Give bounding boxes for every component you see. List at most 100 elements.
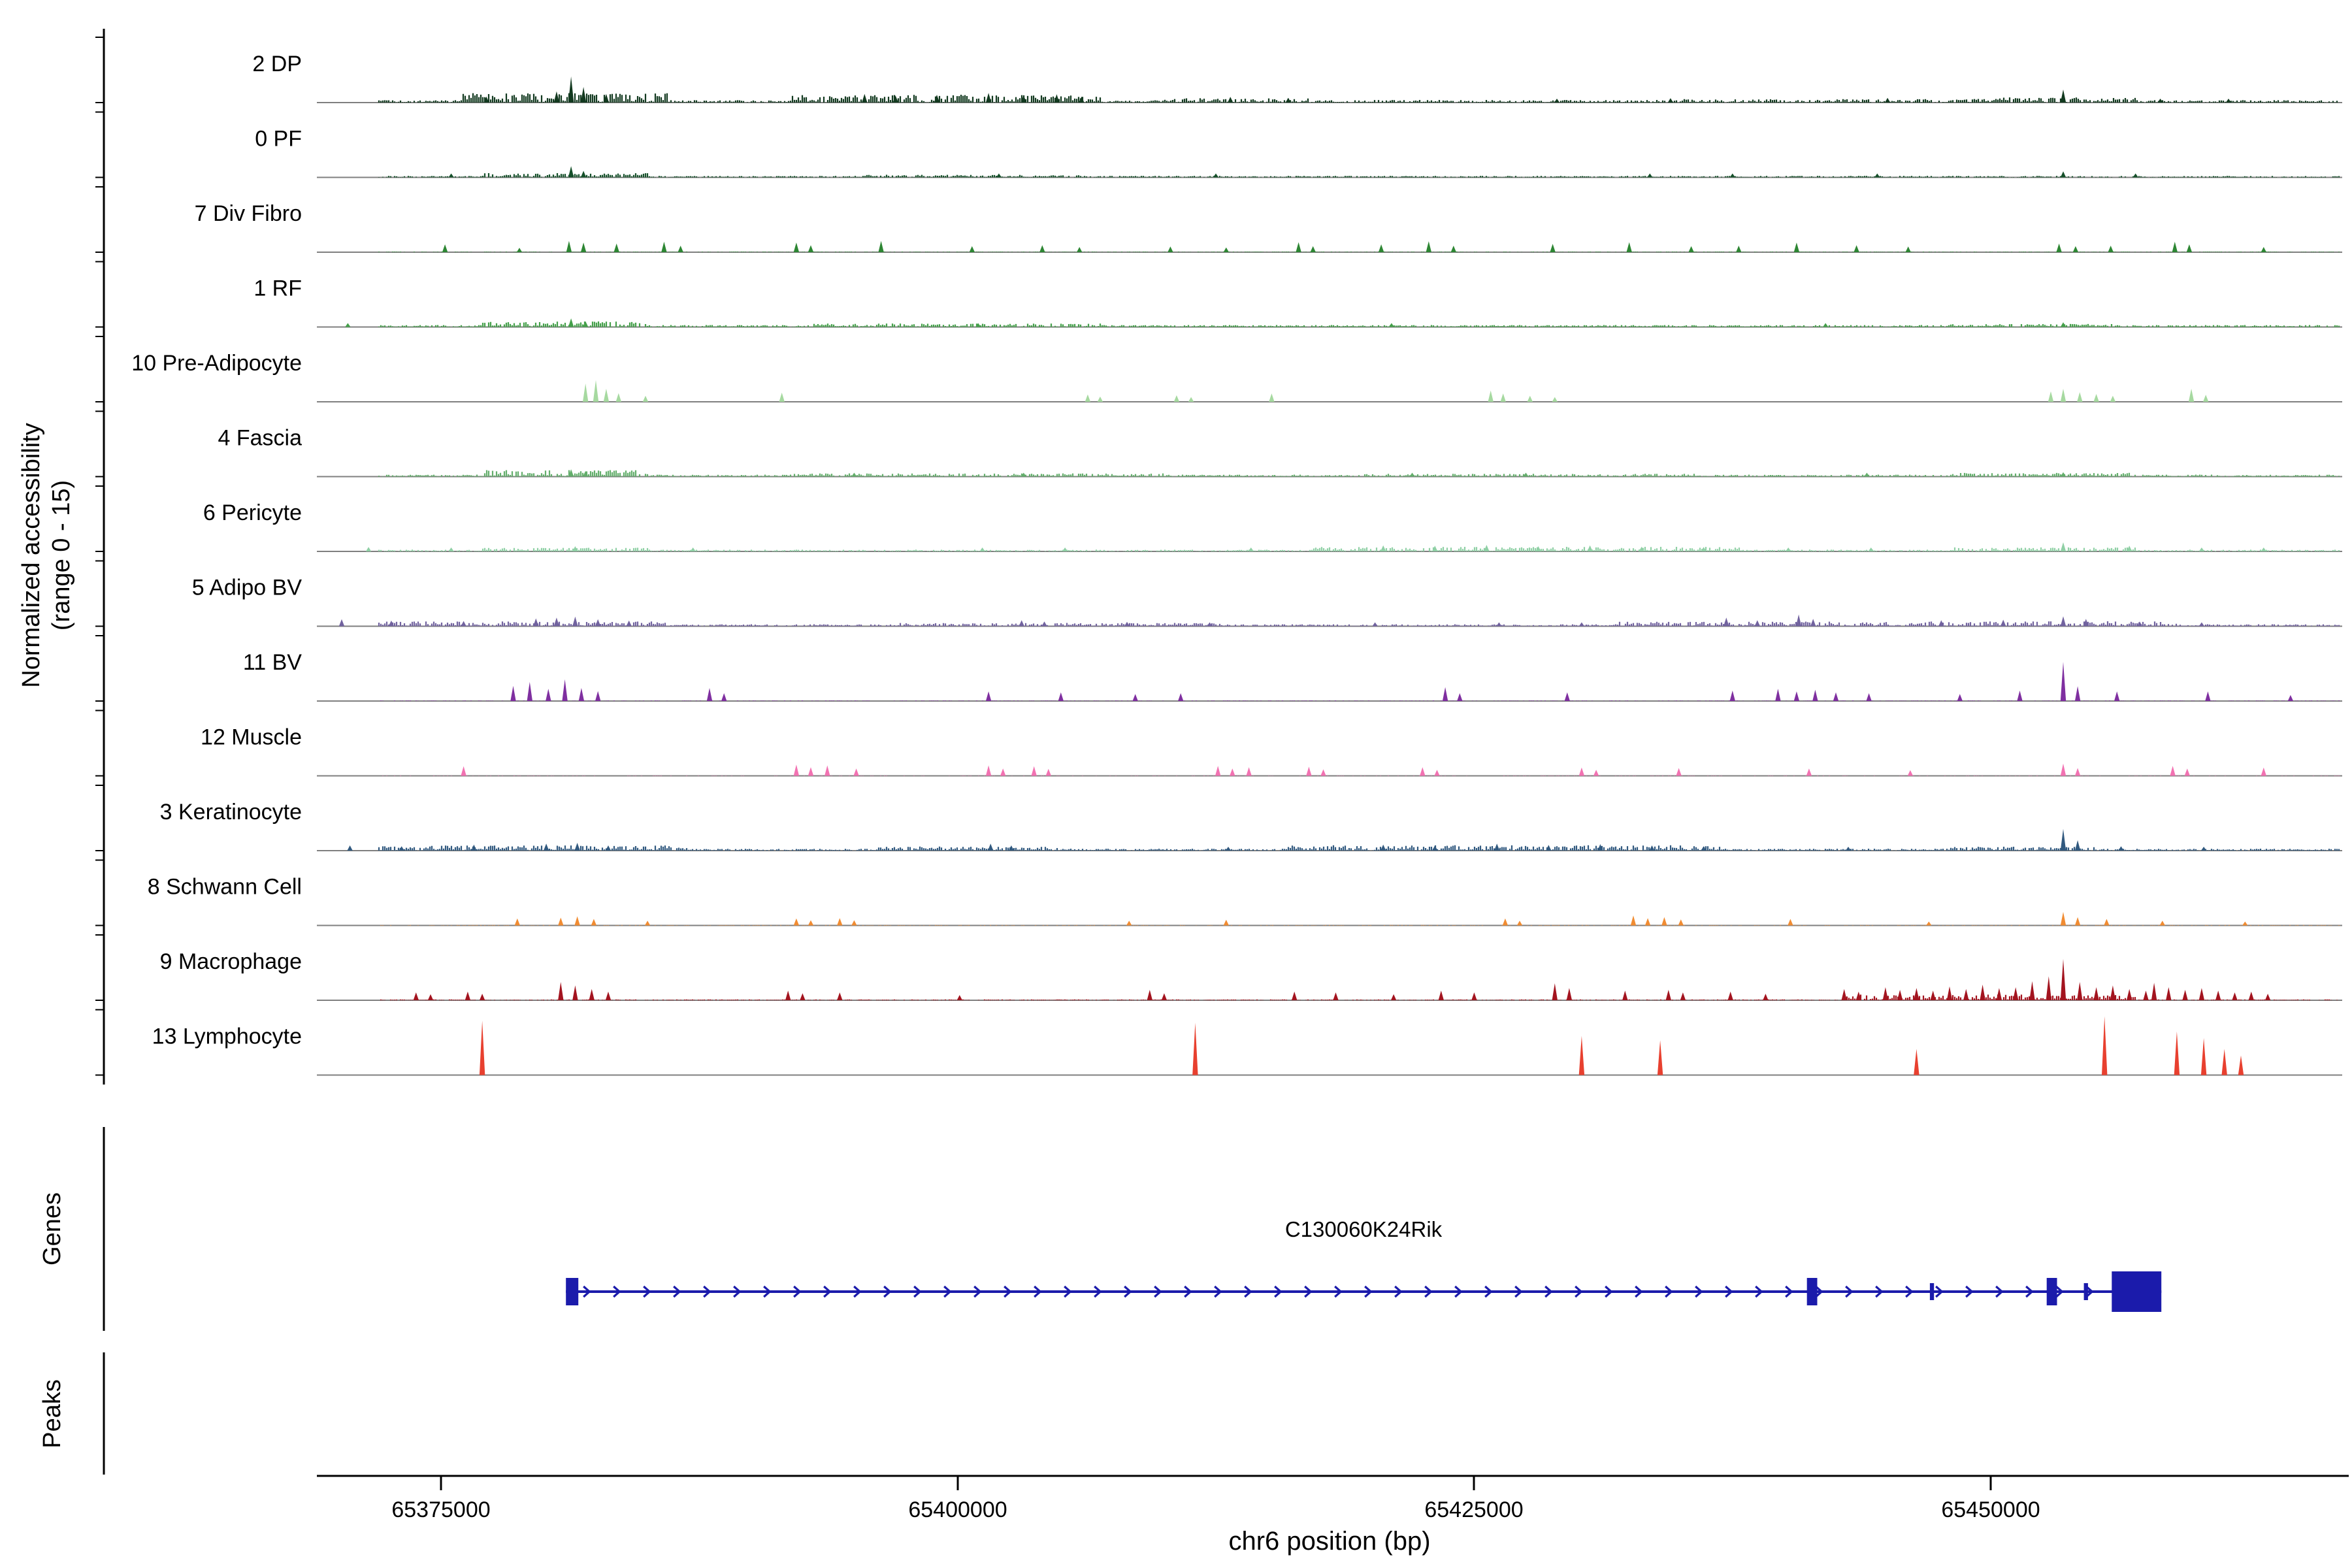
peaks-section-label: Peaks	[39, 1379, 66, 1448]
strand-arrow-icon	[1635, 1285, 1643, 1298]
strand-arrow-icon	[1004, 1285, 1012, 1298]
track-label: 5 Adipo BV	[192, 576, 302, 600]
track-signal	[461, 763, 2267, 776]
strand-arrow-icon	[1064, 1285, 1072, 1298]
strand-arrow-icon	[1154, 1285, 1162, 1298]
track-5-adipo-bv: 5 Adipo BV	[192, 576, 2342, 627]
strand-arrow-icon	[1364, 1285, 1373, 1298]
exon	[1806, 1278, 1818, 1305]
strand-arrow-icon	[853, 1285, 862, 1298]
track-label: 3 Keratinocyte	[160, 800, 302, 825]
strand-arrow-icon	[2055, 1285, 2064, 1298]
track-8-schwann-cell: 8 Schwann Cell	[148, 875, 2342, 926]
track-signal	[479, 1016, 2244, 1075]
track-label: 2 DP	[252, 52, 302, 76]
track-noise	[378, 173, 2340, 178]
track-signal	[483, 76, 2232, 103]
strand-arrow-icon	[1424, 1285, 1433, 1298]
strand-arrow-icon	[1605, 1285, 1613, 1298]
track-label: 10 Pre-Adipocyte	[131, 351, 302, 376]
strand-arrow-icon	[1124, 1285, 1132, 1298]
track-0-pf: 0 PF	[255, 127, 2342, 178]
strand-arrow-icon	[2025, 1285, 2034, 1298]
strand-arrow-icon	[613, 1285, 621, 1298]
exon	[2083, 1283, 2088, 1300]
track-label: 8 Schwann Cell	[148, 875, 302, 900]
x-tick-label: 65375000	[391, 1497, 490, 1522]
strand-arrow-icon	[1094, 1285, 1102, 1298]
x-tick-label: 65400000	[908, 1497, 1007, 1522]
track-1-rf: 1 RF	[253, 276, 2342, 328]
strand-arrow-icon	[1334, 1285, 1343, 1298]
strand-arrow-icon	[1274, 1285, 1282, 1298]
strand-arrow-icon	[973, 1285, 982, 1298]
strand-arrow-icon	[883, 1285, 892, 1298]
strand-arrow-icon	[1184, 1285, 1192, 1298]
track-label: 12 Muscle	[201, 725, 302, 750]
track-label: 13 Lymphocyte	[152, 1024, 302, 1049]
track-noise	[378, 547, 2340, 551]
strand-arrow-icon	[1304, 1285, 1313, 1298]
strand-arrow-icon	[1394, 1285, 1403, 1298]
strand-arrow-icon	[1905, 1285, 1914, 1298]
strand-arrow-icon	[1484, 1285, 1493, 1298]
strand-arrow-icon	[1214, 1285, 1222, 1298]
strand-arrow-icon	[793, 1285, 802, 1298]
tracks-area: 2 DP 0 PF 7 Div Fibro 1 RF 10 Pre-Adipocyte 4…	[95, 37, 2342, 1312]
track-12-muscle: 12 Muscle	[201, 725, 2342, 777]
track-signal	[514, 911, 2248, 926]
track-9-macrophage: 9 Macrophage	[160, 949, 2342, 1001]
gene-model	[566, 1271, 2162, 1312]
strand-arrow-icon	[1244, 1285, 1252, 1298]
strand-arrow-icon	[733, 1285, 742, 1298]
track-noise	[378, 845, 2340, 851]
strand-arrow-icon	[1514, 1285, 1523, 1298]
track-noise	[378, 621, 2340, 627]
strand-arrow-icon	[1695, 1285, 1703, 1298]
y-axis-label-line2: (range 0 - 15)	[48, 480, 75, 630]
strand-arrow-icon	[913, 1285, 922, 1298]
exon	[2112, 1271, 2162, 1312]
track-4-fascia: 4 Fascia	[218, 426, 2342, 478]
track-label: 4 Fascia	[218, 426, 302, 451]
track-label: 7 Div Fibro	[195, 201, 302, 226]
strand-arrow-icon	[823, 1285, 832, 1298]
strand-arrow-icon	[703, 1285, 711, 1298]
track-noise	[378, 470, 2340, 477]
track-signal	[583, 380, 2209, 402]
strand-arrow-icon	[1665, 1285, 1673, 1298]
track-label: 11 BV	[243, 650, 302, 675]
strand-arrow-icon	[1815, 1285, 1823, 1298]
strand-arrow-icon	[1755, 1285, 1763, 1298]
track-10-pre-adipocyte: 10 Pre-Adipocyte	[131, 351, 2342, 402]
strand-arrow-icon	[1845, 1285, 1854, 1298]
strand-arrow-icon	[1995, 1285, 2004, 1298]
strand-arrow-icon	[583, 1285, 591, 1298]
strand-arrow-icon	[1875, 1285, 1884, 1298]
strand-arrow-icon	[943, 1285, 952, 1298]
track-6-pericyte: 6 Pericyte	[203, 500, 2342, 552]
y-axis-label-line1: Normalized accessibility	[18, 423, 45, 687]
strand-arrow-icon	[1454, 1285, 1463, 1298]
track-2-dp: 2 DP	[252, 52, 2342, 103]
exon	[566, 1278, 579, 1305]
track-noise	[380, 924, 2340, 926]
strand-arrow-icon	[1935, 1285, 1944, 1298]
strand-arrow-icon	[1965, 1285, 1974, 1298]
track-signal	[510, 662, 2294, 701]
track-noise	[380, 994, 2338, 1000]
strand-arrow-icon	[2085, 1285, 2094, 1298]
x-axis-title: chr6 position (bp)	[1228, 1527, 1430, 1556]
x-tick-label: 65425000	[1424, 1497, 1523, 1522]
strand-arrow-icon	[643, 1285, 651, 1298]
strand-arrow-icon	[1544, 1285, 1553, 1298]
exon	[2046, 1278, 2057, 1305]
track-label: 9 Macrophage	[160, 949, 302, 974]
track-signal	[448, 166, 2138, 178]
track-signal	[442, 240, 2267, 252]
strand-arrow-icon	[1034, 1285, 1042, 1298]
genes-section-label: Genes	[39, 1192, 66, 1266]
track-signal	[345, 318, 2066, 327]
track-7-div-fibro: 7 Div Fibro	[195, 201, 2342, 253]
